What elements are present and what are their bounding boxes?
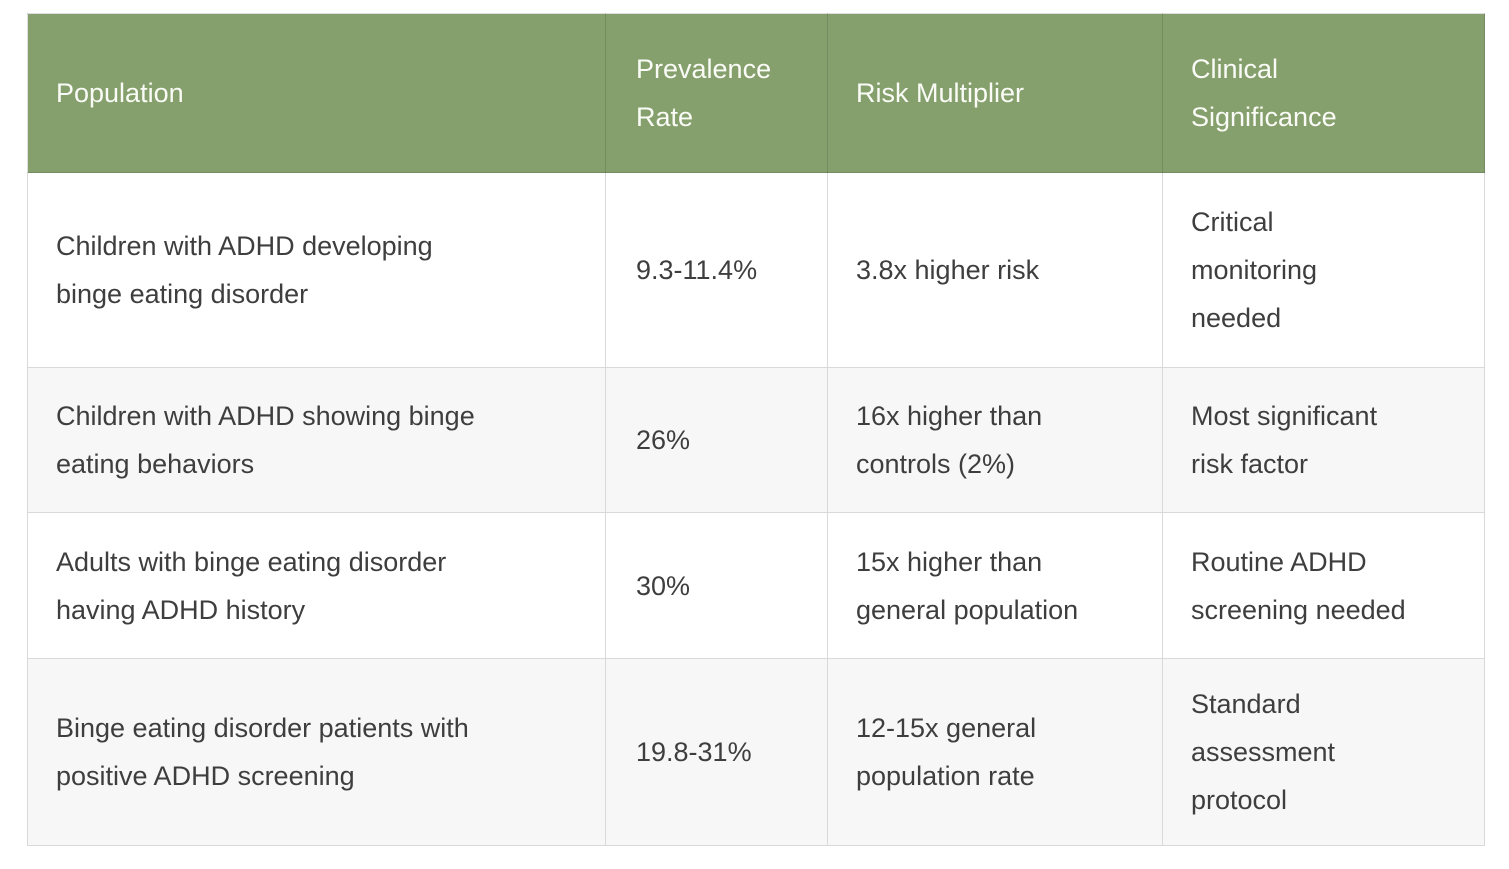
cell-population: Children with ADHD showing binge eating … [27, 367, 606, 513]
header-row: Population Prevalence Rate Risk Multipli… [27, 13, 1485, 173]
cell-population: Binge eating disorder patients with posi… [27, 658, 606, 846]
cell-clinical-significance: Standard assessment protocol [1162, 658, 1485, 846]
cell-prevalence-rate: 30% [605, 512, 828, 659]
cell-clinical-significance: Most significant risk factor [1162, 367, 1485, 513]
column-header-population: Population [27, 13, 606, 173]
table-header: Population Prevalence Rate Risk Multipli… [27, 13, 1485, 173]
cell-prevalence-rate: 26% [605, 367, 828, 513]
cell-population: Adults with binge eating disorder having… [27, 512, 606, 659]
page-content: Population Prevalence Rate Risk Multipli… [27, 13, 1485, 846]
cell-risk-multiplier: 3.8x higher risk [827, 172, 1163, 368]
prevalence-table: Population Prevalence Rate Risk Multipli… [27, 13, 1485, 846]
column-header-prevalence-rate: Prevalence Rate [605, 13, 828, 173]
table-row-2: Children with ADHD showing binge eating … [27, 367, 1485, 513]
table-body: Children with ADHD developing binge eati… [27, 172, 1485, 846]
table-row-4: Binge eating disorder patients with posi… [27, 658, 1485, 846]
table-row-3: Adults with binge eating disorder having… [27, 512, 1485, 659]
cell-risk-multiplier: 16x higher than controls (2%) [827, 367, 1163, 513]
cell-clinical-significance: Critical monitoring needed [1162, 172, 1485, 368]
cell-risk-multiplier: 15x higher than general population [827, 512, 1163, 659]
cell-clinical-significance: Routine ADHD screening needed [1162, 512, 1485, 659]
column-header-clinical-significance: Clinical Significance [1162, 13, 1485, 173]
cell-prevalence-rate: 19.8-31% [605, 658, 828, 846]
cell-population: Children with ADHD developing binge eati… [27, 172, 606, 368]
table-row-1: Children with ADHD developing binge eati… [27, 172, 1485, 368]
cell-risk-multiplier: 12-15x general population rate [827, 658, 1163, 846]
column-header-risk-multiplier: Risk Multiplier [827, 13, 1163, 173]
cell-prevalence-rate: 9.3-11.4% [605, 172, 828, 368]
